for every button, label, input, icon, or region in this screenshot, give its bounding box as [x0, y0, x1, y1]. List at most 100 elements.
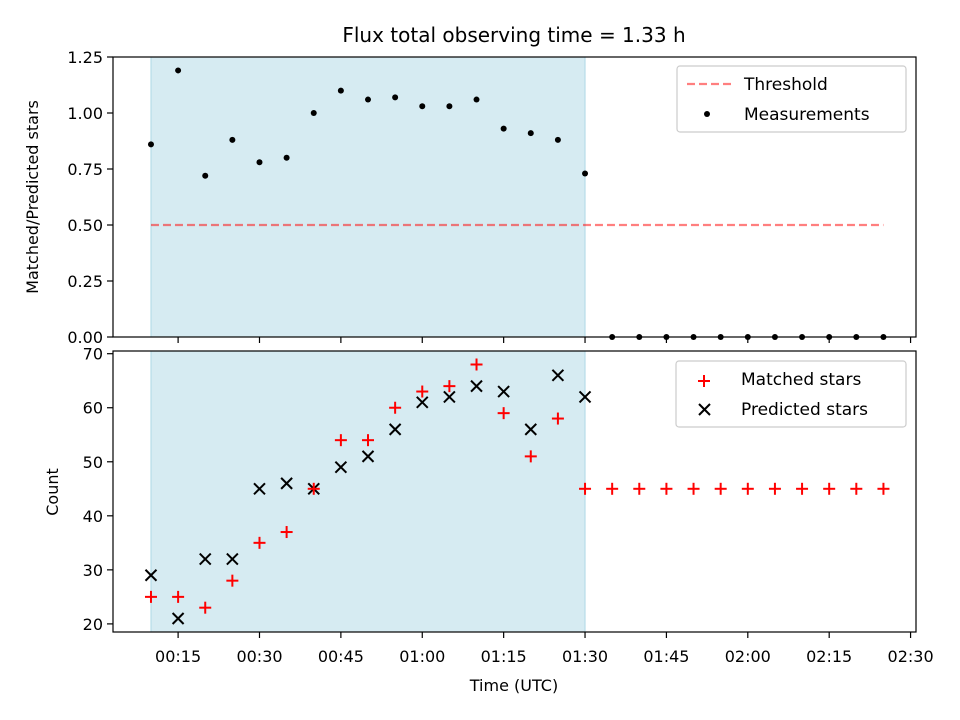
- bottom-legend: Matched stars Predicted stars: [675, 360, 907, 428]
- top-y-tick-label: 0.00: [67, 328, 103, 347]
- measurement-point: [554, 136, 561, 143]
- x-tick-label: 00:45: [318, 647, 364, 666]
- matched-star-point: [443, 380, 456, 393]
- x-tick-label: 01:30: [562, 647, 608, 666]
- matched-star-point: [199, 601, 212, 614]
- matched-star-point: [687, 482, 700, 495]
- legend-predicted-swatch: [698, 403, 711, 416]
- top-measurement-points: [147, 67, 887, 340]
- x-axis-label: Time (UTC): [469, 676, 558, 695]
- measurement-point: [527, 130, 534, 137]
- matched-star-point: [714, 482, 727, 495]
- top-y-tick-label: 0.25: [67, 272, 103, 291]
- measurement-point: [147, 141, 154, 148]
- predicted-star-point: [361, 450, 375, 463]
- matched-star-point: [633, 482, 646, 495]
- bottom-y-axis-label: Count: [43, 468, 62, 516]
- matched-star-point: [823, 482, 836, 495]
- top-x-ticks: [177, 337, 912, 343]
- matched-star-point: [470, 358, 483, 371]
- measurement-point: [283, 154, 290, 161]
- matched-star-point: [144, 590, 157, 603]
- predicted-star-point: [199, 552, 212, 566]
- chart-title: Flux total observing time = 1.33 h: [342, 23, 685, 47]
- bottom-y-tick-label: 30: [83, 561, 103, 580]
- matched-star-point: [524, 450, 537, 463]
- bottom-axes-frame: [112, 350, 917, 633]
- matched-star-point: [551, 412, 564, 425]
- bottom-y-tick-label: 20: [83, 615, 103, 634]
- top-y-tick-label: 1.00: [67, 104, 103, 123]
- matched-star-point: [226, 574, 239, 587]
- top-legend-box: [676, 65, 907, 133]
- bottom-count-points: [144, 358, 890, 625]
- predicted-star-point: [551, 369, 565, 382]
- bottom-shaded-span: [150, 350, 586, 633]
- matched-star-point: [497, 407, 510, 420]
- x-tick-label: 01:00: [399, 647, 445, 666]
- measurement-point: [365, 96, 372, 103]
- bottom-y-tick-label: 50: [83, 453, 103, 472]
- matched-star-point: [741, 482, 754, 495]
- bottom-panel: 20 30 40 50 60 70 00:15 00:30 00:45 01:00 01:15 01…: [43, 345, 934, 695]
- measurement-point: [229, 136, 236, 143]
- top-y-tick-label: 1.25: [67, 48, 103, 67]
- measurement-point: [500, 125, 507, 132]
- predicted-star-point: [253, 482, 266, 496]
- x-tick-label: 00:15: [155, 647, 201, 666]
- matched-star-point: [850, 482, 863, 495]
- matched-star-point: [579, 482, 592, 495]
- measurement-point: [175, 67, 182, 74]
- matched-star-point: [877, 482, 890, 495]
- matched-star-point: [307, 482, 320, 495]
- x-tick-label: 01:45: [643, 647, 689, 666]
- bottom-x-ticks: 00:15 00:30 00:45 01:00 01:15 01:30 01:45 02:00…: [155, 632, 934, 666]
- x-tick-label: 02:30: [888, 647, 934, 666]
- matched-star-point: [796, 482, 809, 495]
- bottom-y-tick-label: 70: [83, 345, 103, 364]
- legend-predicted-label: Predicted stars: [741, 400, 868, 420]
- predicted-star-point: [470, 379, 483, 393]
- bottom-y-tick-label: 60: [83, 399, 103, 418]
- legend-measurements-label: Measurements: [744, 105, 870, 125]
- top-axes-frame: [112, 56, 917, 338]
- matched-star-point: [280, 526, 293, 539]
- measurement-point: [202, 172, 209, 179]
- measurement-point: [337, 87, 344, 94]
- predicted-star-point: [443, 390, 456, 404]
- matched-star-point: [768, 482, 781, 495]
- matched-star-point: [253, 536, 266, 549]
- x-tick-label: 02:00: [725, 647, 771, 666]
- measurement-point: [392, 94, 399, 101]
- predicted-star-point: [416, 396, 429, 409]
- bottom-y-tick-label: 40: [83, 507, 103, 526]
- top-panel: Flux total observing time = 1.33 h 0.00 0…: [23, 23, 917, 347]
- top-legend: Threshold Measurements: [676, 65, 907, 133]
- measurement-point: [310, 110, 317, 116]
- matched-star-point: [389, 401, 402, 414]
- predicted-star-point: [578, 390, 592, 404]
- top-y-tick-label: 0.50: [67, 216, 103, 235]
- predicted-star-point: [226, 552, 239, 566]
- legend-threshold-label: Threshold: [743, 75, 828, 95]
- matched-star-point: [416, 385, 429, 398]
- bottom-legend-box: [675, 360, 907, 428]
- matched-star-point: [660, 482, 673, 495]
- measurement-point: [256, 159, 263, 166]
- top-observing-window: [150, 56, 586, 338]
- bottom-y-ticks: 20 30 40 50 60 70: [83, 345, 113, 634]
- measurement-point: [473, 96, 480, 103]
- predicted-star-point: [280, 477, 293, 490]
- predicted-star-point: [144, 569, 158, 582]
- top-y-tick-label: 0.75: [67, 160, 103, 179]
- x-tick-label: 00:30: [236, 647, 282, 666]
- predicted-star-point: [334, 460, 348, 474]
- predicted-star-point: [497, 385, 510, 398]
- bottom-observing-window: [150, 350, 586, 633]
- legend-matched-swatch: [698, 375, 710, 387]
- predicted-star-point: [524, 423, 537, 436]
- x-tick-label: 02:15: [806, 647, 852, 666]
- matched-star-point: [606, 482, 619, 495]
- x-tick-label: 01:15: [481, 647, 527, 666]
